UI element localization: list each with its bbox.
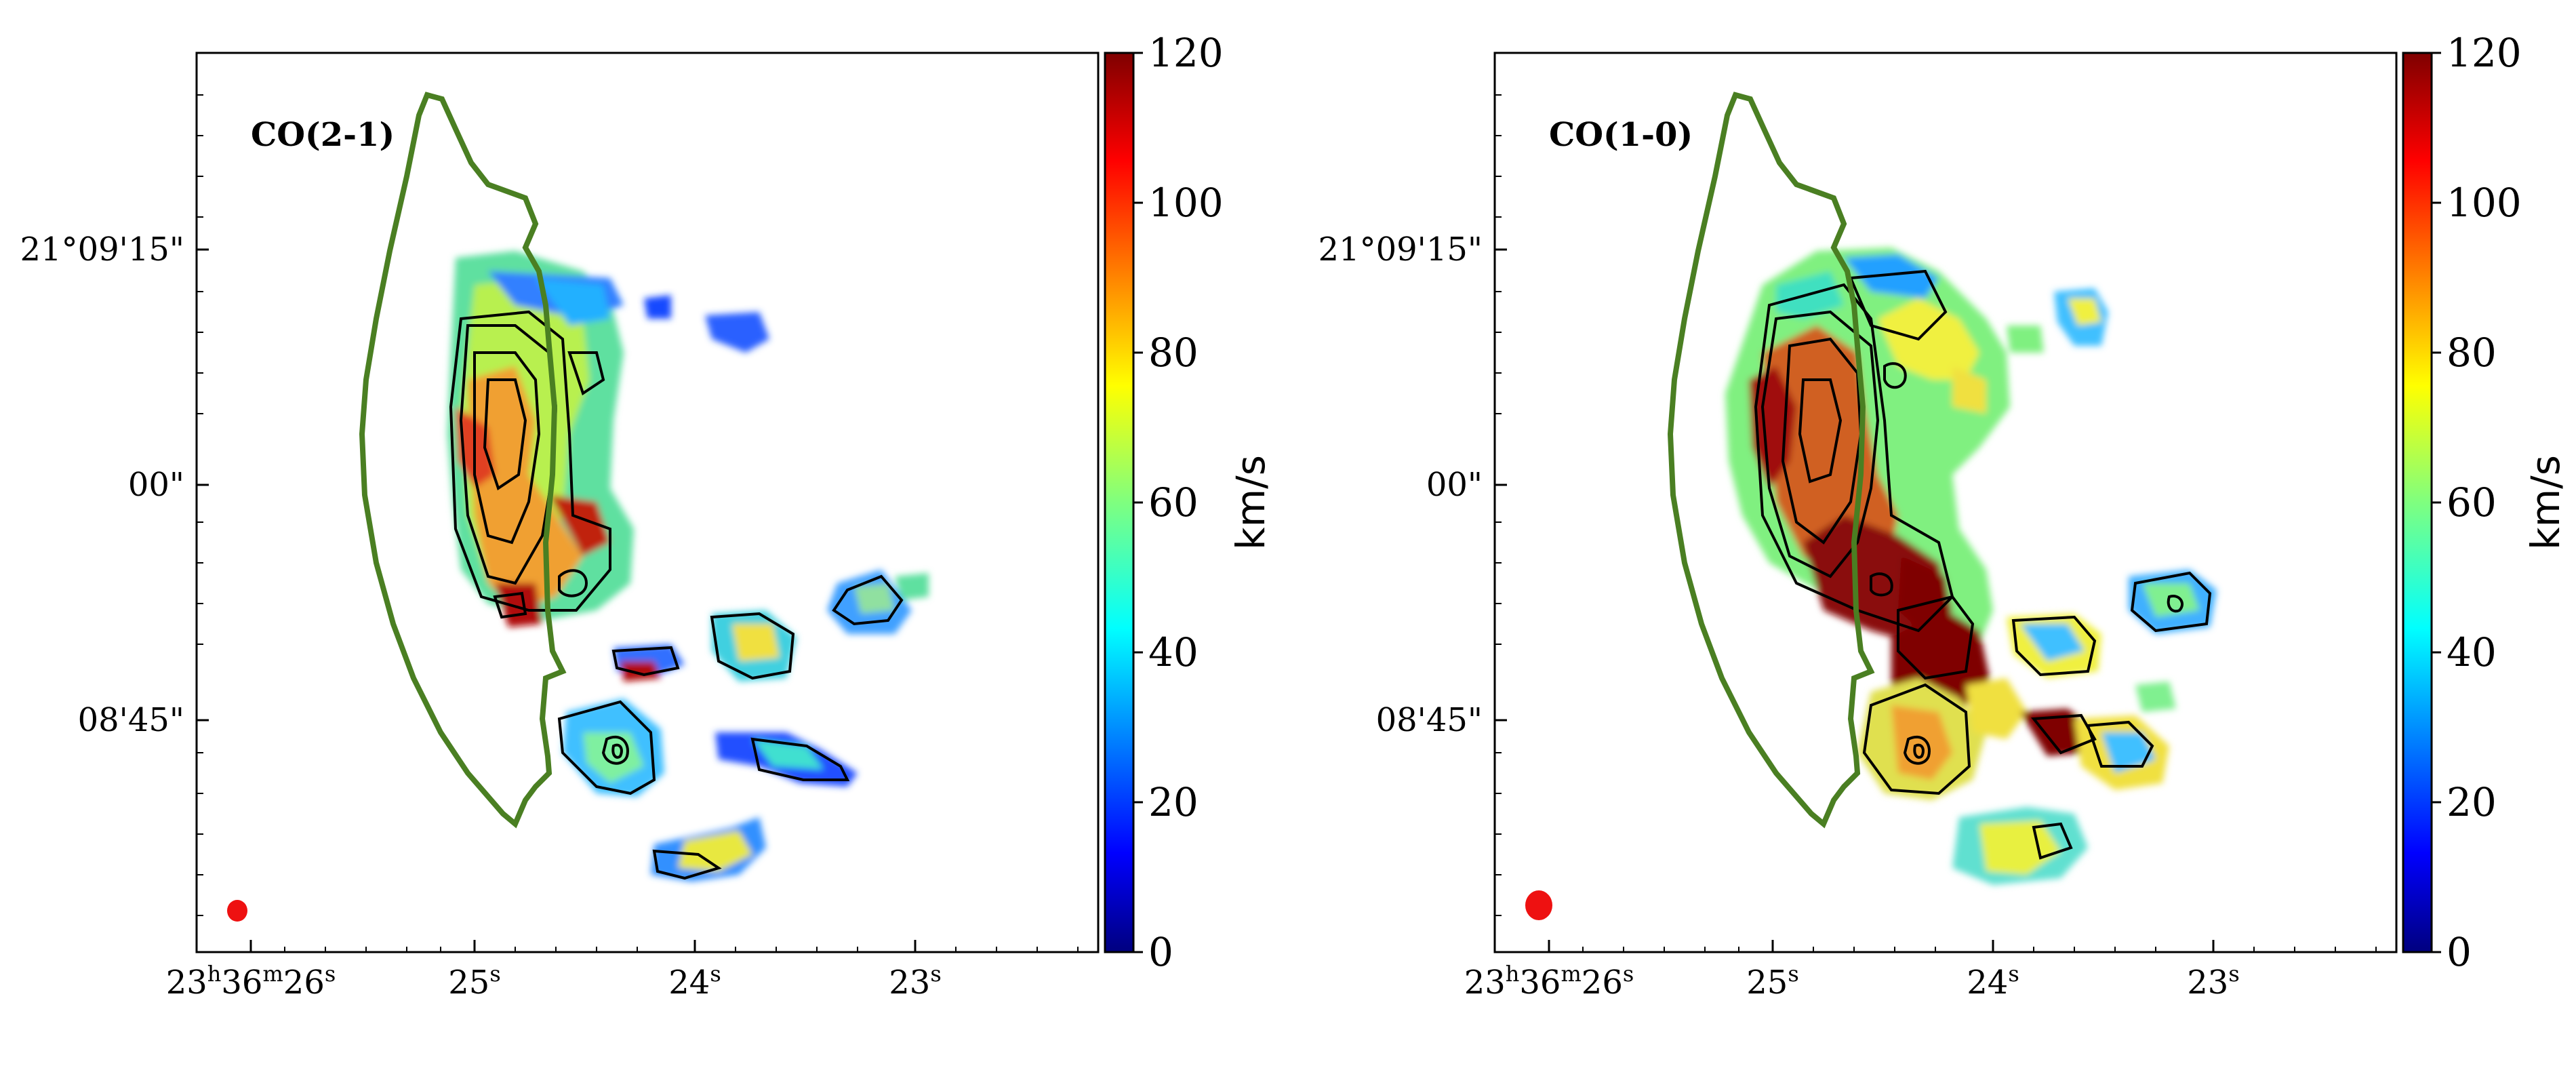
intensity-contours [449, 310, 904, 880]
y-tick-label: 08'45" [78, 701, 184, 739]
colorbar-tick-label: 100 [1148, 180, 1224, 226]
x-tick-label: 23h36m26s [166, 961, 336, 1002]
colorbar-tick-label: 0 [1148, 929, 1173, 975]
colorbar: 0 20 40 60 80 100 120 km/s [1104, 30, 1274, 975]
colorbar-tick-label: 0 [2447, 929, 2472, 975]
x-tick-unit-s: s [2228, 961, 2239, 987]
x-tick-label: 25s [1746, 961, 1799, 1002]
beam-ellipse [1525, 890, 1552, 920]
colorbar-tick-label: 100 [2447, 180, 2522, 226]
x-major-ticks [249, 940, 917, 952]
x-tick-hh: 23 [166, 964, 207, 1002]
x-tick-unit-m: m [1561, 961, 1581, 987]
x-tick-unit-s: s [710, 961, 721, 987]
x-tick-mm: 36 [1519, 964, 1561, 1002]
x-tick-label: 25s [448, 961, 501, 1002]
x-tick-label: 23h36m26s [1464, 961, 1634, 1002]
panel-title: CO(2-1) [251, 116, 395, 154]
x-tick-unit-m: m [262, 961, 283, 987]
x-tick-label: 24s [668, 961, 721, 1002]
x-tick-ss: 24 [1967, 964, 2008, 1002]
x-tick-ss: 25 [1746, 964, 1788, 1002]
x-tick-unit-s: s [325, 961, 336, 987]
colorbar-gradient [1104, 52, 1135, 953]
colorbar-tick-label: 40 [1148, 629, 1199, 675]
x-tick-label: 23s [889, 961, 942, 1002]
x-tick-unit-s: s [2008, 961, 2019, 987]
y-major-ticks [1495, 248, 1507, 722]
x-tick-label: 23s [2187, 961, 2240, 1002]
x-tick-unit-s: s [930, 961, 941, 987]
galaxy-outline [359, 92, 567, 829]
x-tick-mm: 36 [221, 964, 262, 1002]
x-minor-ticks [1582, 947, 2377, 952]
x-tick-ss: 26 [283, 964, 325, 1002]
x-minor-ticks [284, 947, 1079, 952]
x-tick-ss: 23 [2187, 964, 2228, 1002]
x-tick-ss: 26 [1582, 964, 1623, 1002]
colorbar-tick-label: 80 [2447, 330, 2497, 376]
galaxy-outline [1667, 92, 1875, 829]
colorbar-tick-label: 20 [1148, 779, 1199, 825]
y-tick-label: 00" [128, 466, 184, 504]
colorbar-tick-label: 120 [1148, 30, 1224, 76]
axes-frame [1493, 52, 2398, 953]
x-tick-unit-s: s [1623, 961, 1634, 987]
x-tick-unit-s: s [1788, 961, 1798, 987]
colorbar-label: km/s [2522, 455, 2569, 550]
x-tick-ss: 24 [668, 964, 710, 1002]
x-major-ticks [1548, 940, 2215, 952]
y-tick-label: 21°09'15" [1318, 231, 1483, 269]
x-tick-ss: 25 [448, 964, 489, 1002]
colorbar-label: km/s [1228, 455, 1274, 550]
panel-co21: CO(2-1) 21°09'15" 00" 08'45" 23h36m26s 2… [20, 30, 1274, 1002]
colorbar-tick-label: 80 [1148, 330, 1199, 376]
colorbar-tick-label: 60 [1148, 479, 1199, 526]
y-tick-label: 08'45" [1376, 701, 1483, 739]
colorbar-tick-label: 120 [2447, 30, 2522, 76]
colorbar-gradient [2402, 52, 2433, 953]
axes-frame [195, 52, 1100, 953]
beam-ellipse [227, 900, 247, 922]
y-minor-ticks [1495, 94, 1502, 916]
colorbar-tick-label: 40 [2447, 629, 2497, 675]
velocity-map [447, 251, 929, 882]
panel-co10: CO(1-0) 21°09'15" 00" 08'45" 23h36m26s 2… [1318, 30, 2569, 1002]
x-tick-unit-s: s [489, 961, 500, 987]
panel-title: CO(1-0) [1549, 116, 1693, 154]
colorbar: 0 20 40 60 80 100 120 km/s [2402, 30, 2569, 975]
x-tick-ss: 23 [889, 964, 930, 1002]
colorbar-tick-label: 20 [2447, 779, 2497, 825]
colorbar-tick-label: 60 [2447, 479, 2497, 526]
y-minor-ticks [197, 94, 203, 916]
x-tick-hh: 23 [1464, 964, 1506, 1002]
y-tick-label: 21°09'15" [20, 231, 184, 269]
y-major-ticks [197, 248, 209, 722]
y-tick-label: 00" [1426, 466, 1483, 504]
x-tick-unit-h: h [207, 961, 222, 987]
x-tick-label: 24s [1967, 961, 2019, 1002]
x-tick-unit-h: h [1506, 961, 1520, 987]
